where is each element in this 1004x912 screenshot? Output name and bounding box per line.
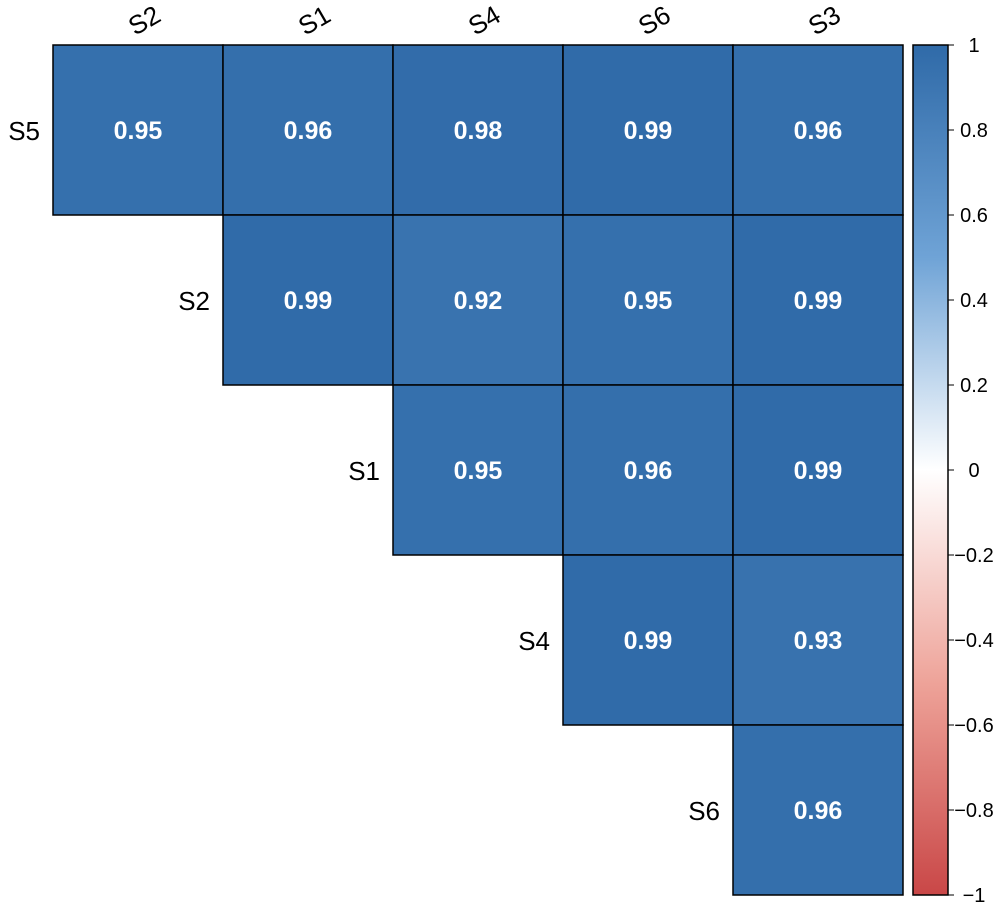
row-label: S5 — [8, 116, 40, 146]
row-label: S6 — [688, 796, 720, 826]
row-labels: S5 S2 S1 S4 S6 — [8, 116, 720, 826]
cell-value-label: 0.96 — [284, 117, 333, 145]
cell-value-label: 0.99 — [794, 287, 843, 315]
heatmap-cell — [392, 384, 564, 556]
heatmap-cell — [732, 554, 904, 726]
column-label: S2 — [123, 0, 166, 41]
heatmap-cell — [52, 44, 224, 216]
colorbar-tick-label: 0.8 — [960, 120, 988, 142]
heatmap-cells: 0.95 0.96 0.98 0.99 0.96 0.99 0.92 0.95 0.99 0.95… — [52, 44, 904, 896]
colorbar-tick-label: 0.4 — [960, 290, 988, 312]
cell-value-label: 0.95 — [114, 117, 163, 145]
heatmap-cell — [392, 44, 564, 216]
cell-value-label: 0.95 — [624, 287, 673, 315]
colorbar-tick-label: 0 — [968, 460, 979, 482]
cell-value-label: 0.96 — [624, 457, 673, 485]
colorbar: 1 0.8 0.6 0.4 0.2 0 −0.2 −0.4 −0.6 −0.8 −1 — [912, 35, 994, 907]
column-labels: S2 S1 S4 S6 S3 — [123, 0, 846, 41]
column-label: S3 — [803, 0, 846, 41]
colorbar-tick-label: −0.6 — [954, 715, 993, 737]
heatmap-cell — [732, 724, 904, 896]
colorbar-tick-label: 0.6 — [960, 205, 988, 227]
cell-value-label: 0.99 — [624, 627, 673, 655]
cell-value-label: 0.96 — [794, 117, 843, 145]
heatmap-cell — [222, 214, 394, 386]
cell-value-label: 0.96 — [794, 797, 843, 825]
colorbar-tick-label: −0.4 — [954, 630, 993, 652]
heatmap-cell — [222, 44, 394, 216]
column-label: S1 — [293, 0, 336, 41]
heatmap-cell — [562, 214, 734, 386]
heatmap-cell — [562, 554, 734, 726]
heatmap-cell — [732, 384, 904, 556]
colorbar-tick-label: 1 — [968, 35, 979, 57]
colorbar-ticks: 1 0.8 0.6 0.4 0.2 0 −0.2 −0.4 −0.6 −0.8 −1 — [948, 35, 994, 907]
colorbar-tick-label: 0.2 — [960, 375, 988, 397]
colorbar-gradient — [912, 44, 949, 896]
row-label: S4 — [518, 626, 550, 656]
column-label: S4 — [463, 0, 506, 41]
cell-value-label: 0.92 — [454, 287, 503, 315]
cell-value-label: 0.93 — [794, 627, 843, 655]
colorbar-tick-label: −0.8 — [954, 800, 993, 822]
cell-value-label: 0.99 — [794, 457, 843, 485]
cell-value-label: 0.99 — [624, 117, 673, 145]
heatmap-cell — [562, 44, 734, 216]
colorbar-tick-label: −0.2 — [954, 545, 993, 567]
row-label: S2 — [178, 286, 210, 316]
column-label: S6 — [633, 0, 676, 41]
cell-value-label: 0.99 — [284, 287, 333, 315]
row-label: S1 — [348, 456, 380, 486]
colorbar-tick-label: −1 — [963, 885, 986, 907]
heatmap-cell — [732, 44, 904, 216]
cell-value-label: 0.95 — [454, 457, 503, 485]
cell-value-label: 0.98 — [454, 117, 503, 145]
